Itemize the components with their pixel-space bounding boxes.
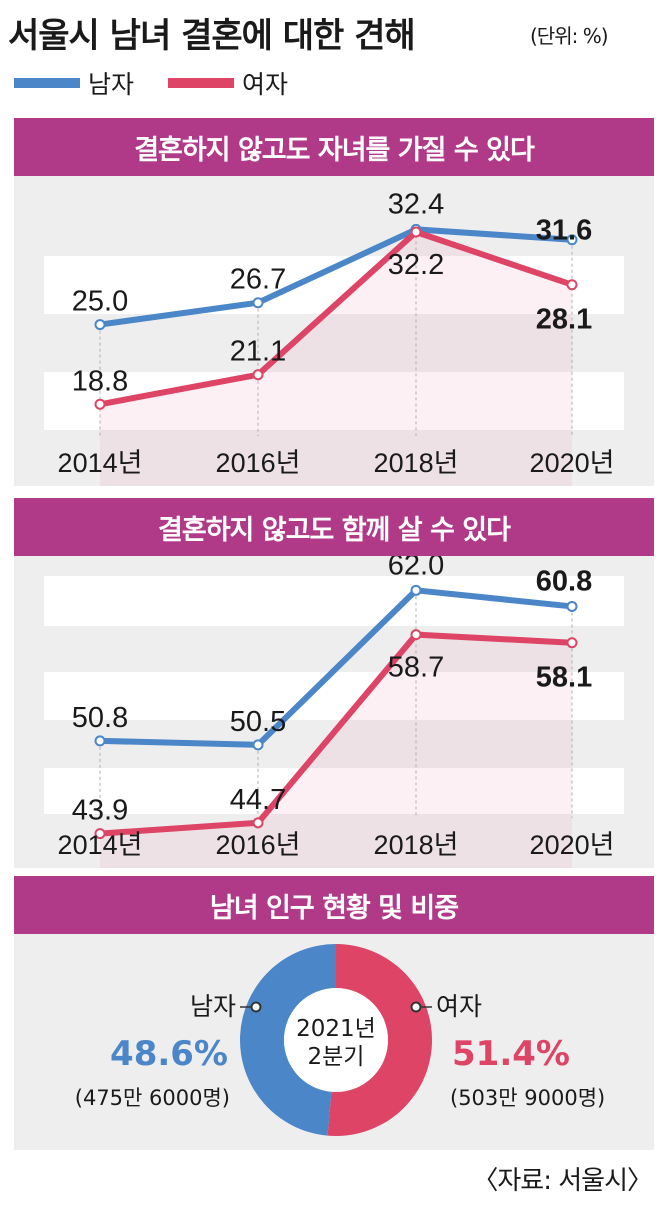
donut-center-label: 2분기 xyxy=(308,1044,365,1070)
legend-female: 여자 xyxy=(168,68,289,99)
donut-slice-male xyxy=(239,944,336,1136)
chart2-female-label: 58.1 xyxy=(536,662,592,694)
chart1-male-point xyxy=(252,297,264,309)
chart1-male-line xyxy=(99,226,573,328)
chart2-female-line xyxy=(99,631,573,837)
chart1-female-label: 18.8 xyxy=(72,365,128,397)
chart2-male-label: 60.8 xyxy=(536,565,592,597)
chart1-male-point xyxy=(566,234,578,246)
chart2-tick-label: 2020년 xyxy=(530,830,615,860)
chart2-female-label: 43.9 xyxy=(72,795,128,827)
chart2-female-point xyxy=(252,817,264,829)
female-detail-label: (503만 9000명) xyxy=(450,1086,605,1110)
chart1-tick-label: 2018년 xyxy=(374,448,459,478)
male-percent-label: 48.6% xyxy=(110,1034,228,1074)
donut-hole xyxy=(284,988,388,1092)
female-connector-dot xyxy=(410,1001,422,1013)
male-connector-dot xyxy=(250,1001,262,1013)
chart2-male-point xyxy=(94,735,106,747)
chart2-female-label: 44.7 xyxy=(230,784,286,816)
donut-center-label: 2021년 xyxy=(296,1016,376,1042)
chart1-female-label: 28.1 xyxy=(536,304,592,336)
chart1-male-label: 25.0 xyxy=(72,286,128,318)
chart1-female-point xyxy=(410,226,422,238)
chart1-title: 결혼하지 않고도 자녀를 가질 수 있다 xyxy=(14,118,654,176)
chart3-title: 남녀 인구 현황 및 비중 xyxy=(14,876,654,934)
chart1-female-line xyxy=(99,229,573,408)
chart2-female-point xyxy=(566,637,578,649)
chart2-female-label: 58.7 xyxy=(388,652,444,684)
chart2-male-label: 62.0 xyxy=(388,556,444,581)
chart2-tick-label: 2014년 xyxy=(58,830,143,860)
chart1-tick-label: 2020년 xyxy=(530,448,615,478)
male-name-label: 남자 xyxy=(190,992,236,1021)
chart2-male-point xyxy=(410,584,422,596)
chart1-tick-label: 2014년 xyxy=(58,448,143,478)
donut-slice-female xyxy=(327,944,432,1136)
chart1-female-point xyxy=(94,398,106,410)
legend-female-label: 여자 xyxy=(242,70,289,99)
chart2-area xyxy=(100,634,572,868)
chart1-female-label: 21.1 xyxy=(230,336,286,368)
unit-label: (단위: %) xyxy=(530,24,609,48)
chart2-male-point xyxy=(566,600,578,612)
legend-male-label: 남자 xyxy=(88,70,135,99)
chart1-band xyxy=(44,372,624,430)
chart2-title: 결혼하지 않고도 함께 살 수 있다 xyxy=(14,498,654,556)
chart1-female-point xyxy=(252,369,264,381)
chart1-male-label: 26.7 xyxy=(230,264,286,296)
chart2-female-point xyxy=(94,828,106,840)
legend-male-swatch xyxy=(14,78,80,88)
chart2-male-label: 50.8 xyxy=(72,702,128,734)
chart2-male-line xyxy=(99,587,573,748)
chart1-female-point xyxy=(566,279,578,291)
female-name-label: 여자 xyxy=(436,992,482,1021)
chart1-area xyxy=(100,232,572,486)
chart2-male-point xyxy=(252,739,264,751)
chart2-tick-label: 2018년 xyxy=(374,830,459,860)
chart1-female-label: 32.2 xyxy=(388,249,444,281)
male-detail-label: (475만 6000명) xyxy=(75,1086,230,1110)
chart2-band xyxy=(44,672,624,720)
chart1-tick-label: 2016년 xyxy=(216,448,301,478)
page-title: 서울시 남녀 결혼에 대한 견해 xyxy=(8,16,416,56)
chart2-male-label: 50.5 xyxy=(230,706,286,738)
chart2-female-point xyxy=(410,629,422,641)
chart2-band xyxy=(44,768,624,814)
chart1-male-label: 32.4 xyxy=(388,188,444,220)
chart2-plot: 50.8 50.5 62.0 60.8 43.9 44.7 58.7 58.1 2014년 201… xyxy=(44,556,624,868)
chart1-male-label: 31.6 xyxy=(536,215,592,247)
chart1-panel xyxy=(14,176,654,486)
chart2-tick-label: 2016년 xyxy=(216,830,301,860)
legend-female-swatch xyxy=(168,78,234,88)
chart1-male-point xyxy=(94,319,106,331)
female-percent-label: 51.4% xyxy=(452,1034,570,1074)
source-label: 〈자료: 서울시〉 xyxy=(472,1166,653,1196)
legend-male: 남자 xyxy=(14,68,135,99)
chart1-plot: 25.0 26.7 32.4 31.6 18.8 21.1 32.2 28.1 2014년 201… xyxy=(44,188,624,486)
